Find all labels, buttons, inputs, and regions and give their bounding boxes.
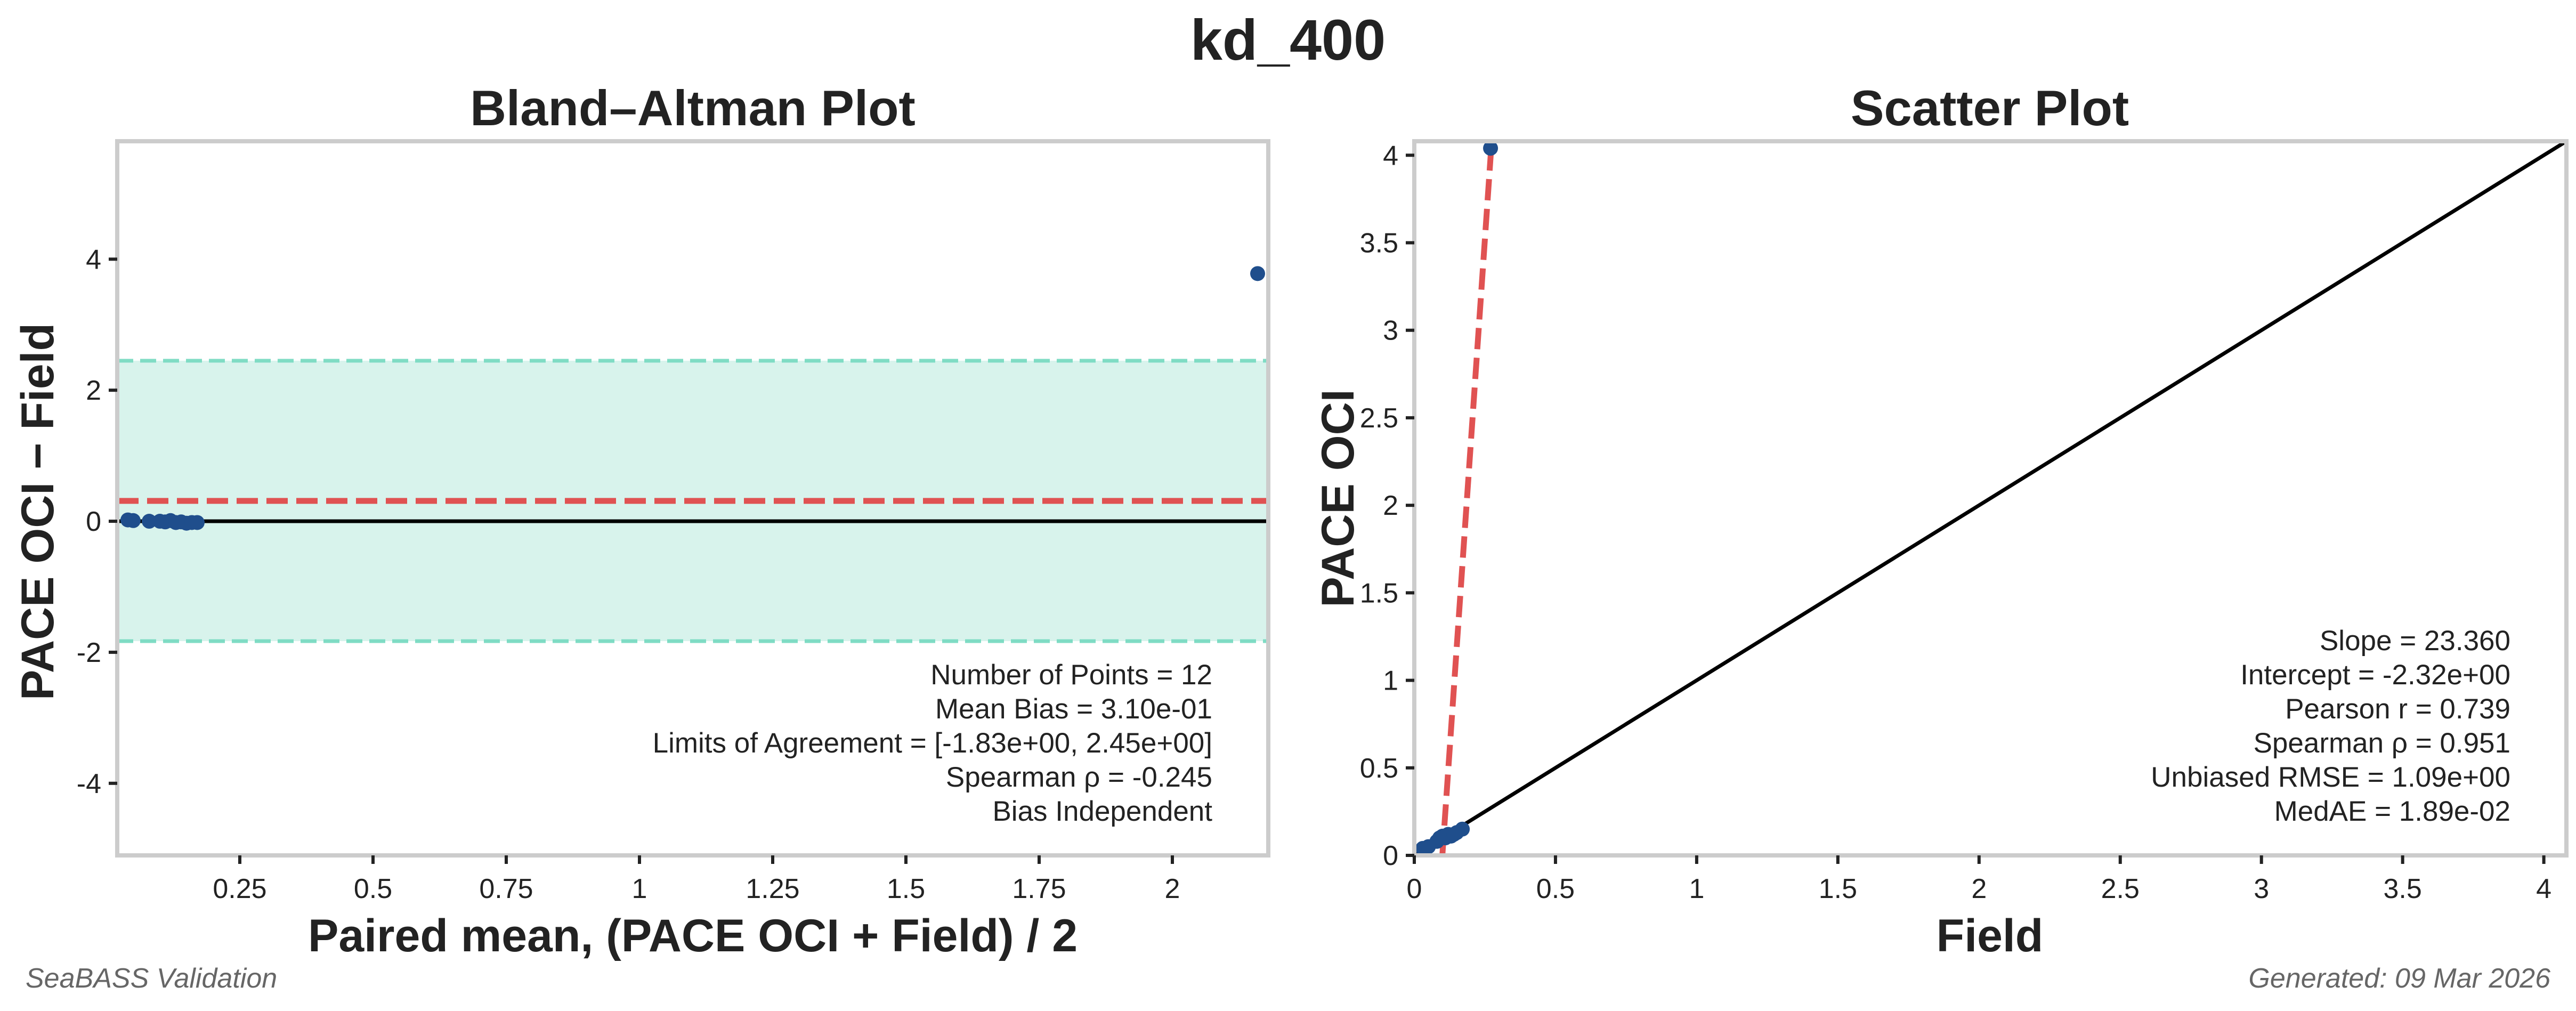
stat-line: Limits of Agreement = [-1.83e+00, 2.45e+… (653, 727, 1212, 759)
x-tick-label: 2 (1165, 873, 1180, 904)
bland-altman-plot-area: 0.25 0.5 0.75 1 1.25 1.5 1.75 2 -4 -2 0 2 4 Number of… (77, 139, 1270, 904)
x-tick-label: 2.5 (2101, 873, 2140, 904)
x-tick-label: 1.5 (887, 873, 925, 904)
stat-line: Spearman ρ = -0.245 (946, 762, 1212, 793)
regression-line (1439, 141, 1495, 855)
stat-line: Bias Independent (992, 796, 1212, 827)
footer-right: Generated: 09 Mar 2026 (2248, 963, 2550, 994)
x-tick-label: 1.75 (1012, 873, 1066, 904)
x-tick-label: 0.5 (1536, 873, 1575, 904)
identity-line (1414, 141, 2566, 855)
data-point (142, 514, 157, 529)
data-point (126, 513, 141, 528)
stat-line: Intercept = -2.32e+00 (2240, 659, 2510, 691)
y-tick-label: 2.5 (1360, 403, 1398, 434)
x-tick-label: 2 (1971, 873, 1987, 904)
x-tick-label: 3.5 (2384, 873, 2422, 904)
x-tick-label: 0.25 (213, 873, 266, 904)
bland-altman-xlabel: Paired mean, (PACE OCI + Field) / 2 (308, 910, 1078, 961)
y-tick-label: 1.5 (1360, 578, 1398, 609)
y-tick-label: 1 (1383, 666, 1398, 697)
bland-altman-ylabel: PACE OCI − Field (12, 323, 63, 700)
stat-line: Unbiased RMSE = 1.09e+00 (2151, 762, 2510, 793)
y-tick-label: 0 (1383, 840, 1398, 871)
stat-line: Pearson r = 0.739 (2285, 693, 2510, 725)
data-point (1455, 821, 1470, 837)
y-tick-label: 3 (1383, 316, 1398, 346)
x-tick-label: 1 (1689, 873, 1704, 904)
stat-line: Spearman ρ = 0.951 (2254, 727, 2510, 759)
stat-line: MedAE = 1.89e-02 (2274, 796, 2510, 827)
data-point (1483, 141, 1498, 156)
plot-content (117, 359, 1268, 643)
scatter-plot-area: 0 0.5 1 1.5 2 2.5 3 3.5 4 0 0.5 1 1.5 2 2.5 3 3.5 4 Slope … (1360, 139, 2569, 904)
x-tick-label: 1.25 (746, 873, 799, 904)
bland-altman-plot: Bland–Altman Plot Paired mean, (PACE OCI… (12, 80, 1270, 961)
footer-left: SeaBASS Validation (26, 963, 277, 994)
scatter-ylabel: PACE OCI (1313, 389, 1364, 607)
plot-frame (1412, 139, 2569, 858)
y-tick-label: 2 (1383, 490, 1398, 521)
x-tick-label: 0 (1407, 873, 1422, 904)
y-tick-label: 0 (86, 506, 101, 537)
scatter-title: Scatter Plot (1851, 80, 2129, 136)
stat-line: Number of Points = 12 (930, 659, 1212, 691)
y-tick-label: -2 (77, 637, 101, 668)
scatter-xlabel: Field (1937, 910, 2044, 961)
x-tick-label: 4 (2536, 873, 2551, 904)
y-tick-label: 4 (86, 244, 101, 275)
plot-content (1414, 141, 2566, 855)
scatter-plot: Scatter Plot Field PACE OCI 0 0.5 1 1.5 2 2.5… (1313, 80, 2569, 961)
y-tick-label: 2 (86, 375, 101, 406)
y-tick-label: 0.5 (1360, 753, 1398, 784)
bland-altman-title: Bland–Altman Plot (470, 80, 916, 136)
x-tick-label: 1.5 (1819, 873, 1857, 904)
data-point (1250, 266, 1265, 281)
stat-line: Mean Bias = 3.10e-01 (935, 693, 1212, 725)
x-tick-label: 3 (2254, 873, 2269, 904)
x-tick-label: 0.75 (479, 873, 533, 904)
y-tick-label: 3.5 (1360, 228, 1398, 258)
plot-frame (115, 139, 1270, 858)
x-tick-label: 1 (632, 873, 647, 904)
data-point (190, 515, 205, 530)
y-tick-label: 4 (1383, 140, 1398, 171)
y-tick-label: -4 (77, 769, 101, 799)
stat-line: Slope = 23.360 (2320, 625, 2510, 657)
figure-title: kd_400 (1190, 7, 1386, 72)
x-tick-label: 0.5 (354, 873, 392, 904)
